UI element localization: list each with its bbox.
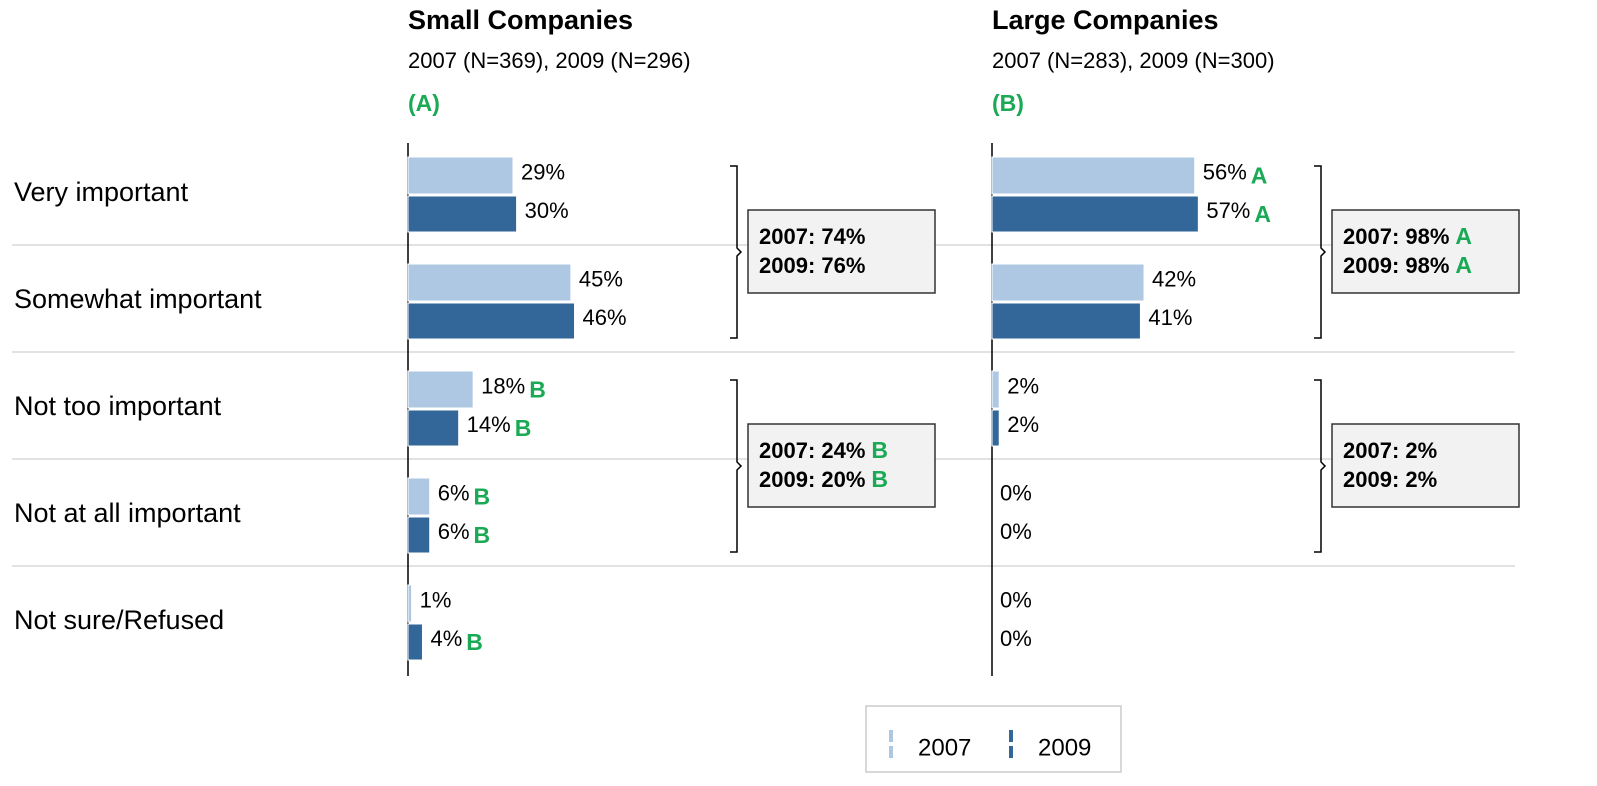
bar bbox=[407, 370, 474, 409]
value-label: 29% bbox=[521, 159, 565, 184]
value-label: 1% bbox=[420, 587, 452, 612]
bar bbox=[407, 195, 518, 233]
bar bbox=[407, 623, 423, 661]
summary-box bbox=[1331, 209, 1520, 294]
bar bbox=[407, 477, 431, 516]
summary-text: 2007: 74% bbox=[759, 224, 865, 249]
bar bbox=[407, 263, 572, 302]
summary-text: 2009: 20% bbox=[759, 467, 865, 492]
panel-subtitle: 2007 (N=369), 2009 (N=296) bbox=[408, 48, 691, 73]
bar bbox=[991, 156, 1196, 195]
significance-marker: B bbox=[871, 437, 888, 463]
category-label: Not sure/Refused bbox=[14, 605, 224, 635]
category-label: Somewhat important bbox=[14, 284, 262, 314]
value-label: 30% bbox=[525, 198, 569, 223]
significance-marker: A bbox=[1455, 252, 1472, 278]
significance-marker: A bbox=[1455, 223, 1472, 249]
summary-box bbox=[747, 209, 936, 294]
category-label: Very important bbox=[14, 177, 189, 207]
panel-title: Large Companies bbox=[992, 5, 1219, 35]
summary-text: 2009: 98% bbox=[1343, 253, 1449, 278]
value-label: 45% bbox=[579, 266, 623, 291]
bracket bbox=[1314, 379, 1327, 553]
value-label: 57% bbox=[1206, 198, 1250, 223]
legend-label: 2007 bbox=[918, 734, 971, 761]
bracket bbox=[1314, 165, 1327, 339]
category-label: Not at all important bbox=[14, 498, 241, 528]
value-label: 18% bbox=[481, 373, 525, 398]
bar bbox=[407, 409, 460, 447]
value-label: 0% bbox=[1000, 587, 1032, 612]
value-label: 42% bbox=[1152, 266, 1196, 291]
bar bbox=[407, 584, 413, 623]
value-label: 2% bbox=[1007, 373, 1039, 398]
bar bbox=[991, 409, 1000, 447]
significance-marker: B bbox=[515, 415, 532, 441]
value-label: 0% bbox=[1000, 519, 1032, 544]
panel-subtitle: 2007 (N=283), 2009 (N=300) bbox=[992, 48, 1275, 73]
significance-marker: B bbox=[529, 377, 546, 403]
bar bbox=[991, 302, 1141, 340]
bar bbox=[991, 263, 1145, 302]
value-label: 4% bbox=[430, 626, 462, 651]
summary-text: 2007: 2% bbox=[1343, 438, 1437, 463]
significance-marker: A bbox=[1251, 163, 1268, 189]
significance-marker: B bbox=[474, 522, 491, 548]
significance-marker: A bbox=[1254, 201, 1271, 227]
summary-box bbox=[747, 423, 936, 508]
legend-label: 2009 bbox=[1038, 734, 1091, 761]
panel-label: (B) bbox=[992, 90, 1024, 116]
summary-text: 2009: 2% bbox=[1343, 467, 1437, 492]
panel-title: Small Companies bbox=[408, 5, 633, 35]
bar bbox=[991, 370, 1000, 409]
value-label: 2% bbox=[1007, 412, 1039, 437]
bracket bbox=[730, 379, 743, 553]
summary-text: 2009: 76% bbox=[759, 253, 865, 278]
bar bbox=[407, 516, 431, 554]
significance-marker: B bbox=[871, 466, 888, 492]
bar bbox=[407, 302, 576, 340]
summary-text: 2007: 24% bbox=[759, 438, 865, 463]
value-label: 56% bbox=[1203, 159, 1247, 184]
value-label: 0% bbox=[1000, 626, 1032, 651]
value-label: 0% bbox=[1000, 480, 1032, 505]
value-label: 41% bbox=[1148, 305, 1192, 330]
significance-marker: B bbox=[474, 484, 491, 510]
significance-marker: B bbox=[466, 629, 483, 655]
summary-box bbox=[1331, 423, 1520, 508]
bar bbox=[991, 195, 1199, 233]
category-label: Not too important bbox=[14, 391, 222, 421]
value-label: 46% bbox=[583, 305, 627, 330]
value-label: 6% bbox=[438, 519, 470, 544]
summary-text: 2007: 98% bbox=[1343, 224, 1449, 249]
bracket bbox=[730, 165, 743, 339]
value-label: 14% bbox=[467, 412, 511, 437]
value-label: 6% bbox=[438, 480, 470, 505]
legend-box bbox=[865, 705, 1122, 773]
bar bbox=[407, 156, 514, 195]
panel-label: (A) bbox=[408, 90, 440, 116]
